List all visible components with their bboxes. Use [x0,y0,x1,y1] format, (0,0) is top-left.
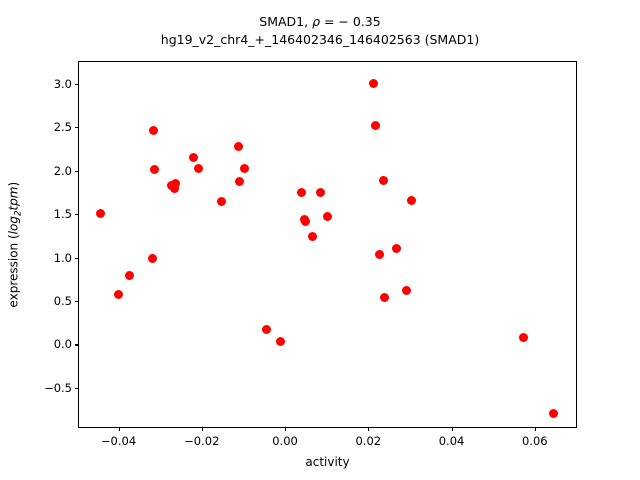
ylabel-prefix: expression ( [6,234,21,308]
scatter-point [171,179,181,189]
y-axis-tick [75,170,79,172]
scatter-point [96,208,106,218]
scatter-point [379,293,389,302]
chart-title: SMAD1, ρ = − 0.35 hg19_v2_chr4_+_1464023… [0,13,640,49]
chart-title-line-2: hg19_v2_chr4_+_146402346_146402563 (SMAD… [160,32,480,47]
y-axis-tick [75,387,79,389]
title-gene-prefix: SMAD1, [259,14,313,29]
plot-axes-frame: −0.04 −0.02 0.00 0.02 0.04 0.06 −0.5 0.0 0.5 1.0 1… [44,61,577,448]
y-axis-tick [75,300,79,303]
scatter-point [406,195,416,205]
scatter-point [188,153,198,163]
scatter-point [308,232,317,242]
y-axis-tick-label: 3.0 [53,76,72,91]
y-axis-tick [75,214,79,216]
scatter-point [124,271,134,281]
x-axis-tick [534,427,536,431]
scatter-point [217,196,227,206]
scatter-point [549,408,559,418]
y-axis-tick-label: 2.5 [53,120,72,135]
scatter-point [323,212,333,222]
scatter-point [300,217,310,227]
x-axis-label: activity [305,455,350,469]
scatter-point [297,187,307,197]
y-axis-tick [75,344,79,346]
title-rho-symbol: ρ [312,14,321,29]
x-axis-tick [201,427,203,431]
scatter-point [378,175,388,185]
x-axis-tick-label: 0.06 [521,434,548,448]
y-axis-label: expression (log2tpm) [6,145,23,345]
scatter-point [262,325,272,335]
x-axis-tick-label: −0.02 [184,434,220,448]
y-axis-tick [75,127,79,129]
ylabel-subscript: 2 [13,210,24,217]
scatter-point [368,79,378,89]
scatter-point [401,286,411,296]
ylabel-log: log [6,216,21,235]
x-axis-tick [451,427,453,431]
scatter-point [239,164,249,174]
plot-data-area [79,62,576,427]
scatter-point [233,141,243,151]
scatter-point [316,187,326,197]
scatter-point [519,332,529,342]
x-axis-tick [285,427,287,431]
scatter-point [234,177,244,187]
ylabel-math: log2tpm [6,186,23,235]
y-axis-tick [75,257,79,259]
ylabel-tpm: tpm [6,186,21,211]
scatter-point [391,244,401,254]
scatter-point [147,253,157,263]
y-axis-tick-label: 0.0 [53,337,72,352]
y-axis-tick-label: 0.5 [53,293,72,308]
y-axis-tick-label: 1.5 [53,207,72,222]
y-axis-tick-label: 1.0 [53,250,72,265]
scatter-point [149,126,159,136]
x-axis-tick [118,427,120,431]
scatter-point [114,289,124,299]
x-axis-tick-label: −0.04 [100,434,137,448]
scatter-point [371,120,381,130]
scatter-point [374,249,384,259]
y-axis-tick [75,83,79,85]
scatter-point [275,337,285,347]
chart-title-line-1: SMAD1, ρ = − 0.35 [0,13,640,31]
x-axis-tick [368,427,370,431]
x-axis-tick-label: 0.04 [438,434,465,448]
x-axis-tick-label: 0.02 [355,434,382,448]
x-axis-tick-label: 0.00 [272,434,298,448]
scatter-point [150,165,160,175]
y-axis-tick-label: 2.0 [53,163,72,178]
ylabel-suffix: ) [6,181,21,187]
y-axis-tick-label: −0.5 [44,380,72,395]
y-axis-label-wrapper: expression (log2tpm) [0,0,28,480]
title-rho-value: = − 0.35 [320,14,381,29]
scatter-point [169,184,179,194]
scatter-point [194,163,204,173]
